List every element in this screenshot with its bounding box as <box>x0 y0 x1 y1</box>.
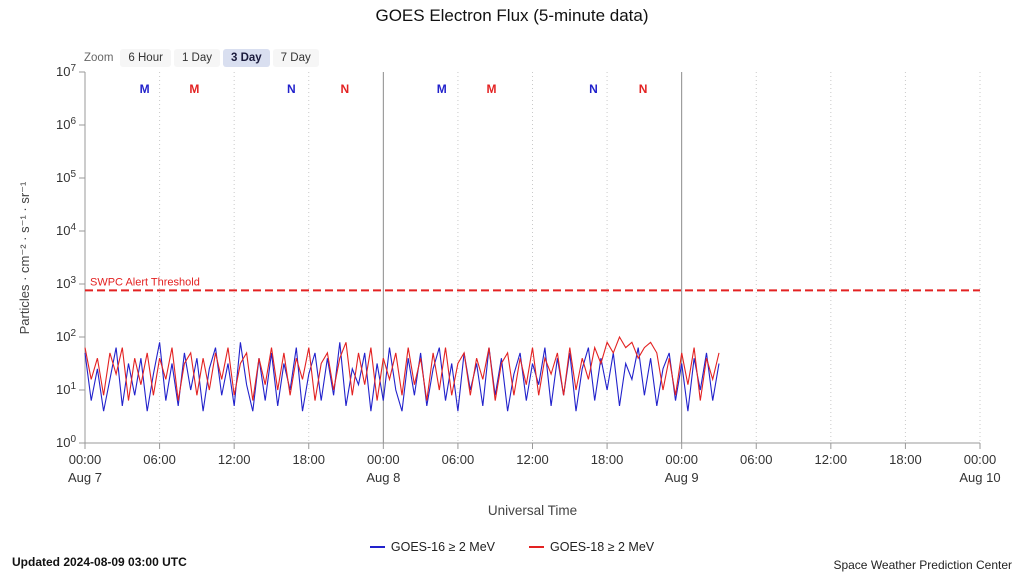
y-tick-label: 103 <box>56 275 76 291</box>
x-date-label: Aug 9 <box>665 470 699 485</box>
x-tick-label: 12:00 <box>516 452 549 467</box>
y-tick-label: 107 <box>56 63 76 79</box>
updated-timestamp: Updated 2024-08-09 03:00 UTC <box>12 555 187 569</box>
x-date-label: Aug 8 <box>366 470 400 485</box>
zoom-button-3day[interactable]: 3 Day <box>222 49 270 67</box>
legend-item-goes16[interactable]: GOES-16 ≥ 2 MeV <box>369 540 495 554</box>
x-tick-label: 00:00 <box>69 452 102 467</box>
legend-item-goes18[interactable]: GOES-18 ≥ 2 MeV <box>529 540 654 554</box>
x-tick-label: 06:00 <box>143 452 176 467</box>
y-tick-label: 101 <box>56 381 76 397</box>
y-tick-label: 106 <box>56 116 76 132</box>
y-tick-label: 105 <box>56 169 76 185</box>
x-tick-label: 06:00 <box>740 452 773 467</box>
series-line-0 <box>84 342 720 412</box>
zoom-label: Zoom <box>84 52 114 64</box>
satellite-marker-m: M <box>140 82 150 96</box>
legend-label-goes18: GOES-18 ≥ 2 MeV <box>550 540 655 554</box>
series-line-1 <box>84 335 720 401</box>
satellite-marker-m: M <box>189 82 199 96</box>
legend-label-goes16: GOES-16 ≥ 2 MeV <box>390 540 495 554</box>
satellite-marker-n: N <box>589 82 598 96</box>
satellite-marker-n: N <box>340 82 349 96</box>
satellite-marker-n: N <box>639 82 648 96</box>
x-axis-title: Universal Time <box>487 503 578 518</box>
x-date-label: Aug 10 <box>959 470 1000 485</box>
x-tick-label: 12:00 <box>815 452 848 467</box>
legend-line-swatch-goes18 <box>529 545 544 549</box>
zoom-button-1day[interactable]: 1 Day <box>173 49 220 67</box>
zoom-range-selector: Zoom 6 Hour 1 Day 3 Day 7 Day <box>84 49 319 67</box>
y-tick-label: 102 <box>56 328 76 344</box>
satellite-marker-m: M <box>486 82 496 96</box>
satellite-marker-n: N <box>287 82 296 96</box>
y-tick-label: 104 <box>56 222 76 238</box>
x-tick-label: 18:00 <box>889 452 922 467</box>
satellite-marker-m: M <box>437 82 447 96</box>
x-tick-label: 00:00 <box>964 452 997 467</box>
page-title: GOES Electron Flux (5-minute data) <box>375 6 649 25</box>
zoom-button-7day[interactable]: 7 Day <box>272 49 319 67</box>
x-tick-label: 18:00 <box>591 452 624 467</box>
x-tick-label: 06:00 <box>442 452 475 467</box>
legend: GOES-16 ≥ 2 MeV GOES-18 ≥ 2 MeV <box>0 540 1024 554</box>
y-tick-label: 100 <box>56 434 76 450</box>
x-tick-label: 00:00 <box>367 452 400 467</box>
x-date-label: Aug 7 <box>68 470 102 485</box>
x-tick-label: 00:00 <box>665 452 698 467</box>
alert-threshold-label: SWPC Alert Threshold <box>90 276 200 288</box>
legend-line-swatch-goes16 <box>369 545 385 549</box>
credit-label: Space Weather Prediction Center <box>833 558 1012 572</box>
x-tick-label: 18:00 <box>292 452 325 467</box>
x-tick-label: 12:00 <box>218 452 251 467</box>
zoom-button-6hour[interactable]: 6 Hour <box>120 49 171 67</box>
